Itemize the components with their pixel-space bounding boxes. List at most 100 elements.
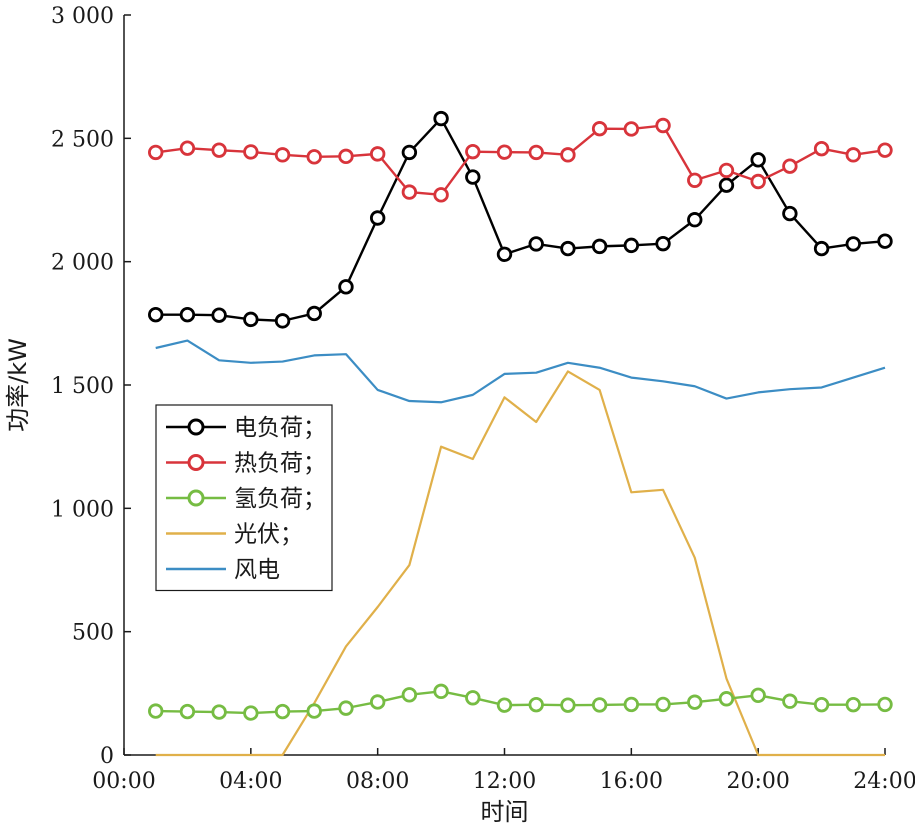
legend-label: 光伏； (234, 522, 303, 548)
data-point (243, 705, 259, 721)
legend-swatch-marker (187, 489, 205, 507)
data-point (877, 233, 893, 249)
series-line (155, 124, 886, 197)
data-point (560, 240, 576, 257)
series-2 (148, 683, 893, 721)
data-point (243, 311, 259, 328)
data-point (750, 173, 766, 190)
data-point (591, 697, 608, 713)
y-axis-title: 功率/kW (4, 338, 32, 432)
series-4 (155, 339, 886, 404)
x-tick-label: 16:00 (600, 769, 663, 794)
y-tick-label: 2 000 (51, 251, 114, 276)
legend-item: 热负荷； (166, 451, 326, 477)
data-point (813, 240, 830, 257)
data-point (591, 121, 608, 137)
legend: 电负荷； 热负荷； 氢负荷； 光伏； 风电 (155, 404, 333, 592)
data-point (655, 117, 671, 134)
data-point (433, 187, 449, 203)
y-tick-label: 2 500 (51, 127, 114, 152)
legend-item: 电负荷； (166, 415, 326, 441)
legend-label: 电负荷； (234, 415, 326, 441)
legend-label: 风电 (234, 557, 280, 583)
data-point (687, 172, 703, 188)
data-point (560, 697, 576, 713)
data-point (718, 162, 735, 179)
data-point (306, 703, 322, 719)
data-point (687, 694, 703, 710)
y-axis-ticks: 0 500 1 000 1 500 2 000 2 500 3 000 (51, 4, 131, 769)
data-point (433, 683, 449, 700)
series-0 (148, 110, 893, 329)
data-point (782, 158, 798, 174)
x-axis-ticks: 00:00 04:00 08:00 12:00 16:00 20:00 24:00 (92, 748, 915, 794)
legend-item: 氢负荷； (166, 486, 326, 512)
data-point (306, 305, 322, 322)
data-point (750, 152, 766, 168)
legend-item: 风电 (166, 557, 280, 583)
data-point (718, 691, 735, 707)
x-tick-label: 24:00 (853, 769, 915, 794)
y-tick-label: 3 000 (51, 4, 114, 29)
data-point (782, 693, 798, 709)
series-line (155, 339, 886, 404)
data-point (179, 307, 196, 323)
legend-swatch-marker (187, 454, 205, 471)
data-point (369, 146, 386, 162)
data-point (401, 687, 418, 703)
series-layer (148, 110, 893, 757)
series-line (155, 117, 886, 323)
series-line (155, 690, 886, 715)
x-axis-title: 时间 (481, 798, 529, 826)
data-point (433, 110, 449, 127)
x-tick-label: 08:00 (346, 769, 409, 794)
data-point (845, 696, 861, 713)
data-point (274, 147, 291, 163)
y-tick-label: 1 500 (51, 374, 114, 399)
data-point (845, 236, 861, 252)
data-point (528, 236, 544, 252)
data-point (211, 704, 227, 720)
data-point (401, 144, 418, 161)
data-point (148, 307, 164, 323)
x-tick-label: 04:00 (219, 769, 282, 794)
data-point (274, 703, 291, 720)
data-point (591, 238, 608, 255)
series-line (155, 370, 885, 757)
y-tick-label: 0 (100, 744, 114, 769)
data-point (369, 210, 386, 226)
data-point (148, 144, 164, 161)
y-tick-label: 1 000 (51, 497, 114, 522)
data-point (813, 696, 830, 713)
data-point (496, 144, 513, 160)
data-point (877, 696, 893, 713)
data-point (338, 148, 354, 165)
data-point (179, 703, 196, 720)
legend-item: 光伏； (166, 522, 303, 548)
data-point (148, 703, 164, 719)
data-point (496, 246, 513, 262)
data-point (465, 690, 481, 706)
legend-label: 热负荷； (234, 451, 326, 477)
data-point (338, 700, 354, 716)
data-point (623, 237, 640, 254)
data-point (623, 696, 640, 713)
data-point (338, 279, 354, 295)
data-point (655, 235, 671, 252)
x-tick-label: 00:00 (92, 769, 155, 794)
data-point (179, 140, 196, 156)
series-1 (148, 117, 893, 203)
data-point (655, 696, 671, 713)
data-point (274, 313, 291, 329)
data-point (306, 149, 322, 165)
data-point (877, 142, 893, 158)
legend-swatch-marker (187, 418, 205, 436)
series-3 (155, 370, 885, 757)
data-point (782, 205, 798, 222)
data-point (560, 147, 576, 163)
data-point (718, 177, 735, 193)
data-point (528, 144, 544, 161)
data-point (243, 144, 259, 160)
data-point (369, 694, 386, 710)
data-point (528, 696, 544, 713)
